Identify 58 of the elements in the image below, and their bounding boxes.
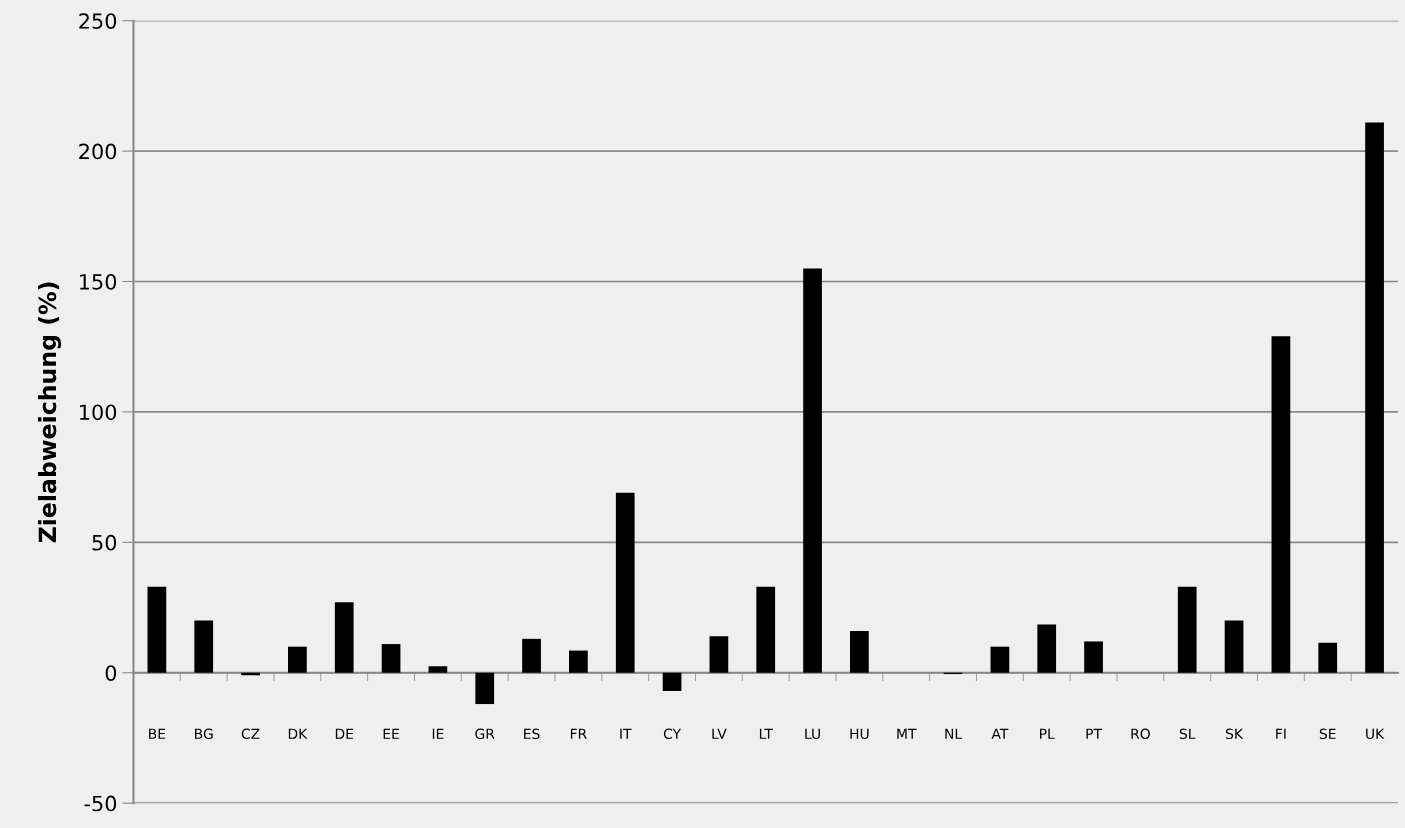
x-tick-label: HU [850,728,869,740]
bar [1224,620,1244,673]
y-tick-label: 150 [80,273,117,290]
x-tick-label: EE [383,728,399,739]
bar [194,620,214,673]
x-tick-label: PL [1040,728,1055,739]
x-tick-label: GR [475,728,495,740]
bar [428,666,448,673]
x-tick-label: IE [432,728,444,739]
bar [1365,122,1384,673]
x-tick-label: SK [1226,728,1244,740]
x-tick-label: BE [149,728,166,739]
bar [1037,624,1057,673]
x-tick-label: ES [524,728,540,740]
bar [803,268,822,673]
x-tick-label: PT [1086,728,1103,739]
x-tick-label: DE [335,728,354,739]
x-tick-label: FI [1276,728,1286,739]
x-tick-label: FR [570,728,587,739]
x-tick-label: IT [620,728,632,739]
bar [522,638,541,673]
bar [709,636,729,673]
bar [334,602,354,673]
x-tick-label: LU [805,728,820,740]
y-tick-label: 250 [79,13,117,29]
x-tick-label: LV [712,728,727,739]
y-tick-label: -50 [84,795,117,812]
bar [756,586,776,673]
x-tick-label: SL [1179,728,1196,740]
bar [1084,641,1103,673]
y-axis-title: Zielabweichung (%) [38,282,62,543]
y-tick-label: 100 [80,404,117,421]
y-tick-label: 0 [105,665,117,681]
y-tick-label: 50 [92,534,117,551]
y-tick-label: 200 [79,143,117,160]
bar [850,631,869,673]
bar [288,646,307,673]
bar [1177,586,1197,673]
x-tick-label: LT [759,728,773,739]
x-tick-label: DK [288,728,308,739]
x-tick-label: UK [1366,728,1385,740]
x-tick-label: MT [897,728,917,739]
bar [990,646,1010,673]
x-tick-label: AT [991,728,1009,739]
x-tick-label: RO [1131,728,1150,740]
bar [381,644,401,673]
x-tick-label: NL [945,728,963,739]
bar [662,672,682,692]
bar [1271,336,1291,673]
x-tick-label: CZ [241,728,260,740]
x-tick-label: CY [663,728,682,740]
bar [615,492,635,673]
bar [147,586,167,673]
bar [1318,642,1338,673]
x-tick-label: SE [1319,728,1336,740]
x-tick-label: BG [195,728,213,740]
bar [475,672,495,705]
bar [569,650,588,673]
